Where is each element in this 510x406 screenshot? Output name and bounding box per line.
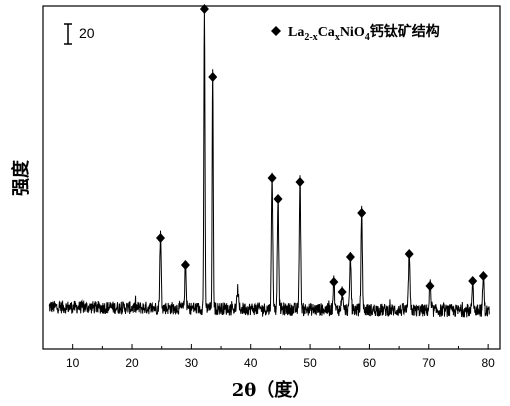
peak-marker-32-2 — [199, 4, 209, 14]
x-tick-label-10: 10 — [66, 356, 80, 370]
legend-part-ca: Ca — [318, 25, 335, 40]
x-tick-label-20: 20 — [125, 356, 139, 370]
xrd-pattern-line — [48, 9, 490, 318]
peak-marker-44-6 — [273, 194, 283, 204]
x-tick-label-50: 50 — [303, 356, 317, 370]
x-tick-label-40: 40 — [244, 356, 258, 370]
legend-part-perovskite: 钙钛矿结构 — [370, 23, 440, 40]
peak-marker-66-7 — [404, 249, 414, 259]
legend-part-4: 4 — [365, 32, 370, 43]
peak-marker-79-2 — [478, 271, 488, 281]
x-axis-ticks: 10 20 30 40 50 60 70 80 — [42, 344, 495, 370]
peak-marker-77-4 — [468, 276, 478, 286]
scale-bar-label: 20 — [79, 25, 95, 41]
plot-frame — [42, 5, 501, 350]
peak-marker-54 — [329, 277, 339, 287]
peak-marker-24-8 — [156, 233, 166, 243]
scale-bar: 20 — [64, 23, 95, 45]
peak-marker-43-6 — [267, 173, 277, 183]
peak-marker-55-4 — [337, 287, 347, 297]
peak-marker-56-8 — [345, 252, 355, 262]
peak-markers — [156, 4, 488, 297]
legend-part-x: x — [335, 32, 340, 43]
legend-diamond-marker — [271, 26, 281, 36]
x-tick-label-60: 60 — [363, 356, 377, 370]
peak-marker-33-6 — [208, 72, 218, 82]
legend-part-la: La — [288, 25, 304, 40]
x-tick-label-80: 80 — [481, 356, 495, 370]
peak-marker-70-2 — [425, 281, 435, 291]
peak-marker-29 — [180, 260, 190, 270]
legend-part-2x: 2-x — [304, 32, 317, 43]
legend-part-nio: NiO — [340, 25, 365, 40]
x-axis-title: 2θ（度） — [232, 379, 311, 401]
peak-marker-48-3 — [295, 177, 305, 187]
y-axis-title: 强度 — [10, 159, 32, 196]
x-tick-label-70: 70 — [422, 356, 436, 370]
legend-label: La2-xCaxNiO4钙钛矿结构 — [288, 23, 440, 43]
legend: La2-xCaxNiO4钙钛矿结构 — [271, 23, 440, 43]
peak-marker-58-7 — [357, 208, 367, 218]
x-tick-label-30: 30 — [185, 356, 199, 370]
